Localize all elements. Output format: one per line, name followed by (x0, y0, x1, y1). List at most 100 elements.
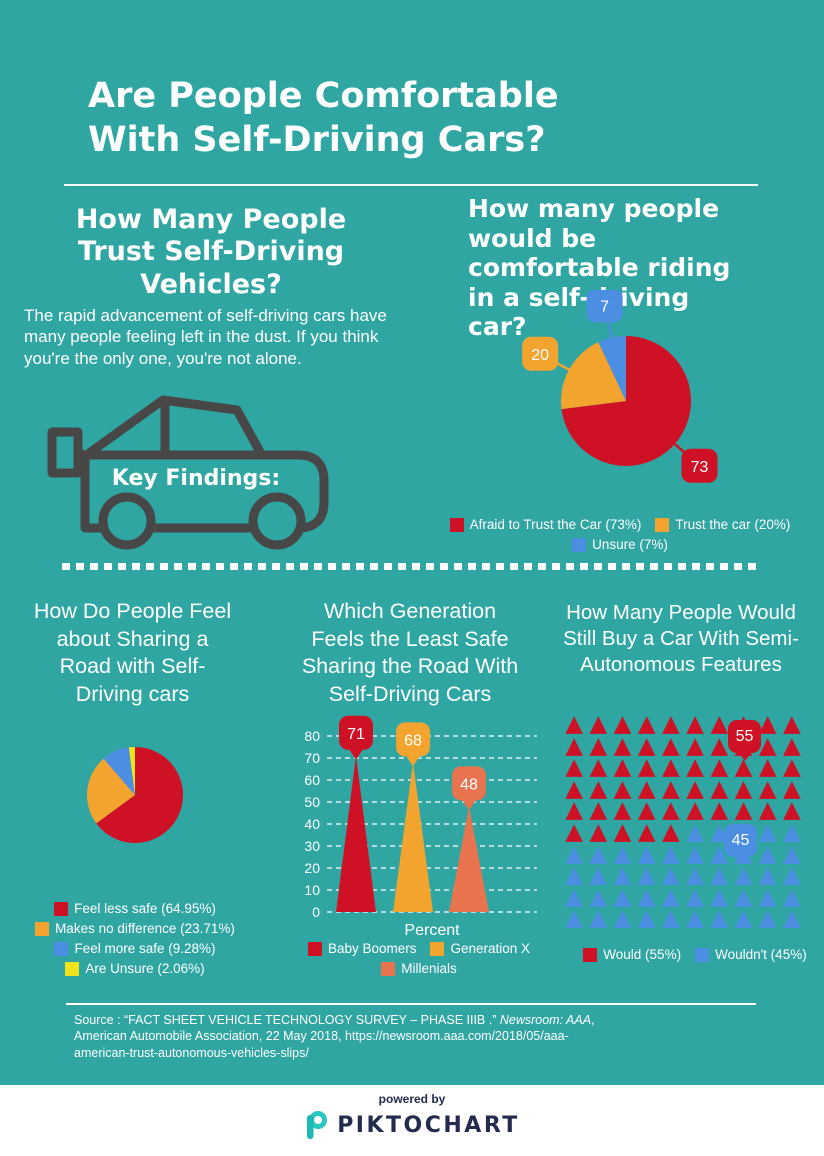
Wouldn't-triangle-icon: ▲ (734, 905, 753, 932)
Would-triangle-icon: ▲ (613, 775, 632, 802)
heading-line: Self-Driving Cars (328, 681, 492, 706)
heading-line: Trust Self-Driving (77, 236, 345, 268)
heading-line: would be (468, 223, 597, 253)
trust-section-heading: How Many People Trust Self-Driving Vehicle… (20, 204, 402, 301)
Wouldn't-triangle-icon: ▲ (686, 883, 704, 910)
legend-label: Feel more safe (9.28%) (74, 941, 216, 956)
legend-label: Generation X (450, 941, 531, 956)
legend-label: Millenials (401, 961, 457, 976)
svg-text:70: 70 (304, 750, 320, 766)
Would-triangle-icon: ▲ (565, 732, 583, 759)
source-text: Source : “FACT SHEET VEHICLE TECHNOLOGY … (74, 1013, 500, 1027)
Would-triangle-icon: ▲ (637, 754, 656, 781)
Would-triangle-icon: ▲ (637, 732, 656, 759)
Wouldn't-triangle-icon: ▲ (686, 818, 704, 845)
page-title: Are People Comfortable With Self-Driving … (88, 74, 768, 162)
Would-triangle-icon: ▲ (686, 711, 704, 737)
Wouldn't-triangle-icon: ▲ (686, 840, 704, 867)
Would-triangle-icon: ▲ (710, 797, 729, 824)
heading-line: With Self-Driving Cars? (88, 120, 546, 161)
Would-triangle-icon: ▲ (710, 732, 729, 759)
dashed-divider (62, 563, 758, 570)
legend-label: Baby Boomers (327, 941, 417, 956)
heading-line: How Do People Feel (33, 599, 232, 623)
Wouldn't-triangle-icon: ▲ (662, 905, 680, 932)
legend-swatch-icon (572, 537, 587, 552)
heading-line: Feels the Least Safe (311, 626, 509, 651)
legend-item: Generation X (430, 941, 530, 956)
Wouldn't-triangle-icon: ▲ (613, 905, 632, 932)
legend-item: Unsure (7%) (572, 537, 668, 552)
generation-section-heading: Which Generation Feels the Least Safe Shar… (262, 598, 558, 708)
heading-line: How many people (468, 194, 720, 223)
buy-pictograph-chart: ▲ ▲ ▲ ▲ ▲ ▲ ▲ ▲ ▲ ▲ ▲ ▲ ▲ ▲ ▲ ▲ ▲ ▲ ▲ ▲ ▲ ▲ ▲ ▲ ▲ ▲ ▲ ▲ ▲ ▲ ▲ ▲ ▲ ▲ ▲ ▲ ▲ ▲ ▲ ▲… (562, 711, 804, 932)
value-badge: 55 (728, 720, 761, 753)
legend-item: Are Unsure (2.06%) (10, 961, 260, 976)
Would-triangle-icon: ▲ (589, 711, 608, 737)
Wouldn't-triangle-icon: ▲ (758, 905, 777, 932)
Wouldn't-triangle-icon: ▲ (686, 905, 704, 932)
legend-label: Wouldn't (45%) (715, 947, 807, 962)
comfort-section-heading: How many people would be comfortable ridin… (468, 194, 753, 342)
Wouldn't-triangle-icon: ▲ (589, 883, 608, 910)
heading-line: about Sharing a (56, 626, 209, 651)
Would-triangle-icon: ▲ (758, 797, 777, 824)
Wouldn't-triangle-icon: ▲ (758, 883, 777, 910)
Would-triangle-icon: ▲ (686, 797, 704, 824)
legend-swatch-icon (65, 961, 80, 976)
Wouldn't-triangle-icon: ▲ (637, 840, 656, 867)
heading-line: in a self-driving (468, 282, 690, 312)
Would-triangle-icon: ▲ (710, 775, 729, 802)
legend-item: Millenials (381, 961, 457, 976)
piktochart-brand[interactable]: PIKTOCHART (0, 1110, 824, 1140)
car-icon (47, 395, 329, 550)
Wouldn't-triangle-icon: ▲ (613, 862, 632, 889)
legend-swatch-icon (430, 941, 445, 956)
Would-triangle-icon: ▲ (758, 775, 777, 802)
Wouldn't-triangle-icon: ▲ (589, 905, 608, 932)
Wouldn't-triangle-icon: ▲ (758, 818, 777, 845)
legend-label: Trust the car (20%) (675, 517, 791, 532)
svg-text:50: 50 (304, 794, 320, 810)
Would-triangle-icon: ▲ (662, 732, 680, 759)
feel-pie-legend: Feel less safe (64.95%) Makes no differen… (10, 901, 260, 976)
Wouldn't-triangle-icon: ▲ (686, 862, 704, 889)
Wouldn't-triangle-icon: ▲ (637, 862, 656, 889)
feel-pie-chart (86, 747, 183, 843)
legend-swatch-icon (54, 901, 69, 916)
Wouldn't-triangle-icon: ▲ (662, 883, 680, 910)
svg-text:80: 80 (304, 728, 320, 744)
piktochart-wordmark: PIKTOCHART (337, 1112, 520, 1138)
comfort-pie-chart: 73 20 7 (500, 288, 740, 485)
Would-triangle-icon: ▲ (565, 711, 583, 737)
svg-text:73: 73 (691, 459, 709, 476)
generation-cone-chart: 0 10 20 30 40 50 60 70 80 71 68 48 Percent (285, 700, 545, 940)
Wouldn't-triangle-icon: ▲ (637, 905, 656, 932)
Would-triangle-icon: ▲ (637, 797, 656, 824)
legend-label: Unsure (7%) (592, 537, 668, 552)
value-badge: 45 (724, 824, 757, 857)
Would-triangle-icon: ▲ (589, 797, 608, 824)
source-suffix: , American Automobile Association, 22 Ma… (74, 1013, 595, 1060)
legend-item: Afraid to Trust the Car (73%) (449, 517, 641, 532)
Wouldn't-triangle-icon: ▲ (783, 883, 801, 910)
Would-triangle-icon: ▲ (589, 754, 608, 781)
legend-item: Makes no difference (23.71%) (10, 921, 260, 936)
legend-swatch-icon (381, 961, 396, 976)
legend-label: Makes no difference (23.71%) (55, 921, 235, 936)
legend-swatch-icon (695, 947, 710, 962)
Would-triangle-icon: ▲ (783, 711, 801, 737)
Would-triangle-icon: ▲ (613, 818, 632, 845)
Would-triangle-icon: ▲ (734, 797, 753, 824)
Wouldn't-triangle-icon: ▲ (710, 862, 729, 889)
Would-triangle-icon: ▲ (613, 754, 632, 781)
svg-text:71: 71 (347, 726, 365, 743)
Wouldn't-triangle-icon: ▲ (565, 862, 583, 889)
Wouldn't-triangle-icon: ▲ (565, 840, 583, 867)
legend-item: Feel less safe (64.95%) (10, 901, 260, 916)
heading-line: Autonomous Features (580, 653, 782, 677)
heading-line: Road with Self- (59, 654, 206, 679)
Would-triangle-icon: ▲ (662, 797, 680, 824)
Would-triangle-icon: ▲ (589, 732, 608, 759)
